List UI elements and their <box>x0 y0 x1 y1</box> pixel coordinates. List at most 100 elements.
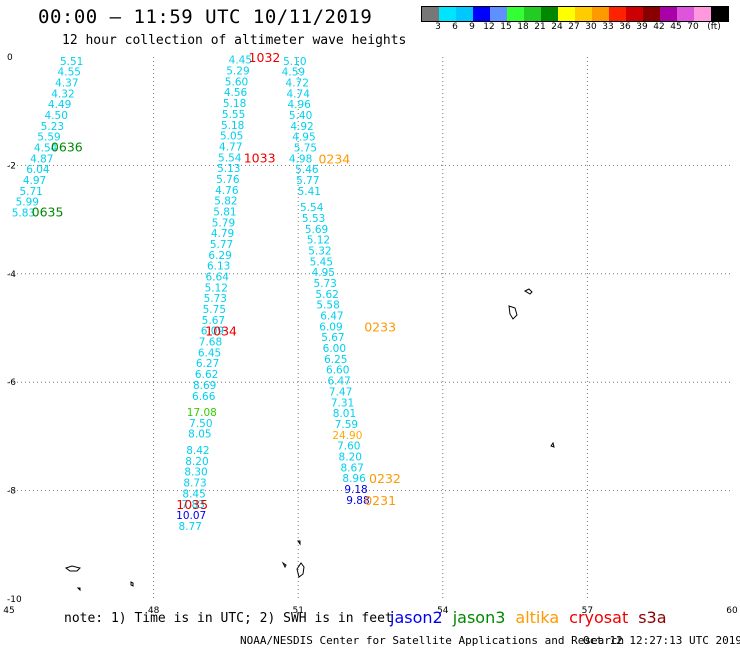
pass-time-label: 1033 <box>244 150 276 165</box>
swh-value: 4.49 <box>48 99 71 111</box>
swh-value: 7.83 <box>181 499 204 511</box>
color-scale-label: 42 <box>653 22 665 32</box>
swh-value: 4.76 <box>215 185 239 197</box>
color-swatch <box>541 7 558 21</box>
swh-value: 8.01 <box>333 408 356 420</box>
swh-value: 6.29 <box>208 250 231 262</box>
swh-value: 8.42 <box>186 445 209 457</box>
color-swatch <box>694 7 711 21</box>
y-tick-label: -2 <box>7 161 16 171</box>
y-tick-label: -4 <box>7 270 16 280</box>
swh-value: 5.75 <box>203 304 226 316</box>
color-swatch <box>592 7 609 21</box>
swh-value: 8.05 <box>188 429 211 441</box>
swh-value: 6.13 <box>207 261 230 273</box>
swh-value: 6.64 <box>206 272 230 284</box>
satellite-legend: jason2 jason3 altika cryosat s3a <box>390 608 677 627</box>
color-scale-label: 15 <box>500 22 512 32</box>
swh-value: 5.83 <box>12 208 35 220</box>
swh-value: 5.54 <box>218 152 242 164</box>
color-scale-label: (ft) <box>707 22 721 32</box>
color-scale-label: 33 <box>602 22 614 32</box>
swh-value: 4.50 <box>45 110 68 122</box>
island-outline <box>523 288 533 295</box>
page-title: 00:00 – 11:59 UTC 10/11/2019 <box>38 6 373 28</box>
swh-value: 5.73 <box>313 278 336 290</box>
color-scale-label: 30 <box>585 22 597 32</box>
pass-time-label: 0231 <box>364 493 396 508</box>
color-scale-label: 24 <box>551 22 563 32</box>
swh-value: 4.96 <box>287 99 311 111</box>
swh-value: 9.18 <box>344 484 367 496</box>
pass-time-label: 0232 <box>369 471 401 486</box>
swh-value: 5.40 <box>289 110 312 122</box>
swh-value: 7.59 <box>335 419 358 431</box>
swh-value: 5.13 <box>217 163 240 175</box>
pass-time-label: 0234 <box>318 151 350 166</box>
swh-value: 6.00 <box>323 343 346 355</box>
color-swatch <box>575 7 592 21</box>
x-tick-label: 45 <box>3 606 14 616</box>
color-swatch <box>422 7 439 21</box>
color-scale-label: 12 <box>483 22 495 32</box>
color-scale-label: 9 <box>469 22 475 32</box>
swh-value: 5.62 <box>315 289 338 301</box>
swh-value: 5.59 <box>37 132 60 144</box>
swh-value: 4.45 <box>229 55 252 67</box>
swh-value: 4.55 <box>58 67 81 79</box>
swh-value: 17.08 <box>187 407 217 419</box>
legend-cryosat: cryosat <box>569 608 629 627</box>
swh-value: 4.98 <box>289 153 312 165</box>
swh-value: 5.10 <box>283 56 306 68</box>
swh-value: 7.47 <box>329 386 352 398</box>
swh-value: 4.72 <box>286 77 309 89</box>
swh-value: 4.77 <box>219 141 242 153</box>
generated-timestamp: Oct 12 12:27:13 UTC 2019 <box>583 634 740 647</box>
swh-value: 6.47 <box>320 311 343 323</box>
x-tick-label: 48 <box>148 606 160 616</box>
swh-value: 6.47 <box>327 376 350 388</box>
swh-value: 6.25 <box>324 354 347 366</box>
pass-time-label: 1032 <box>249 50 281 65</box>
footer-note: note: 1) Time is in UTC; 2) SWH is in fe… <box>64 611 393 626</box>
y-tick-label: -8 <box>7 487 16 497</box>
pass-time-label: 0233 <box>364 319 396 334</box>
swh-value: 5.79 <box>212 217 235 229</box>
swh-value: 5.23 <box>41 121 64 133</box>
legend-altika: altika <box>515 608 560 627</box>
swh-value: 4.59 <box>282 67 305 79</box>
x-tick-label: 60 <box>726 606 738 616</box>
pass-time-label: 0636 <box>51 139 83 154</box>
color-scale-label: 70 <box>687 22 699 32</box>
legend-jason2: jason2 <box>390 608 443 627</box>
y-tick-label: -10 <box>7 595 22 605</box>
swh-value: 8.73 <box>183 477 206 489</box>
legend-s3a: s3a <box>638 608 667 627</box>
swh-value: 8.69 <box>193 380 216 392</box>
swh-value: 5.41 <box>298 186 321 198</box>
color-scale-label: 3 <box>435 22 441 32</box>
color-scale-bar <box>421 6 729 22</box>
swh-value: 7.68 <box>199 337 222 349</box>
credit-text: NOAA/NESDIS Center for Satellite Applica… <box>240 634 625 647</box>
island-outline <box>297 540 301 546</box>
swh-value: 5.73 <box>204 293 227 305</box>
swh-value: 4.32 <box>51 88 74 100</box>
color-swatch <box>643 7 660 21</box>
island-outline <box>64 565 81 572</box>
swh-value: 24.90 <box>332 430 362 442</box>
swh-value: 6.60 <box>326 365 349 377</box>
color-scale-label: 21 <box>534 22 546 32</box>
swh-value: 5.55 <box>222 109 245 121</box>
swh-value: 4.97 <box>23 175 46 187</box>
swh-value: 7.31 <box>331 397 354 409</box>
swh-value: 5.05 <box>220 131 243 143</box>
color-swatch <box>439 7 456 21</box>
swh-value: 5.45 <box>310 256 333 268</box>
island-outline <box>281 561 287 569</box>
color-swatch <box>524 7 541 21</box>
swh-value: 9.88 <box>346 495 369 507</box>
swh-value: 5.12 <box>307 235 330 247</box>
swh-value: 4.79 <box>211 228 234 240</box>
